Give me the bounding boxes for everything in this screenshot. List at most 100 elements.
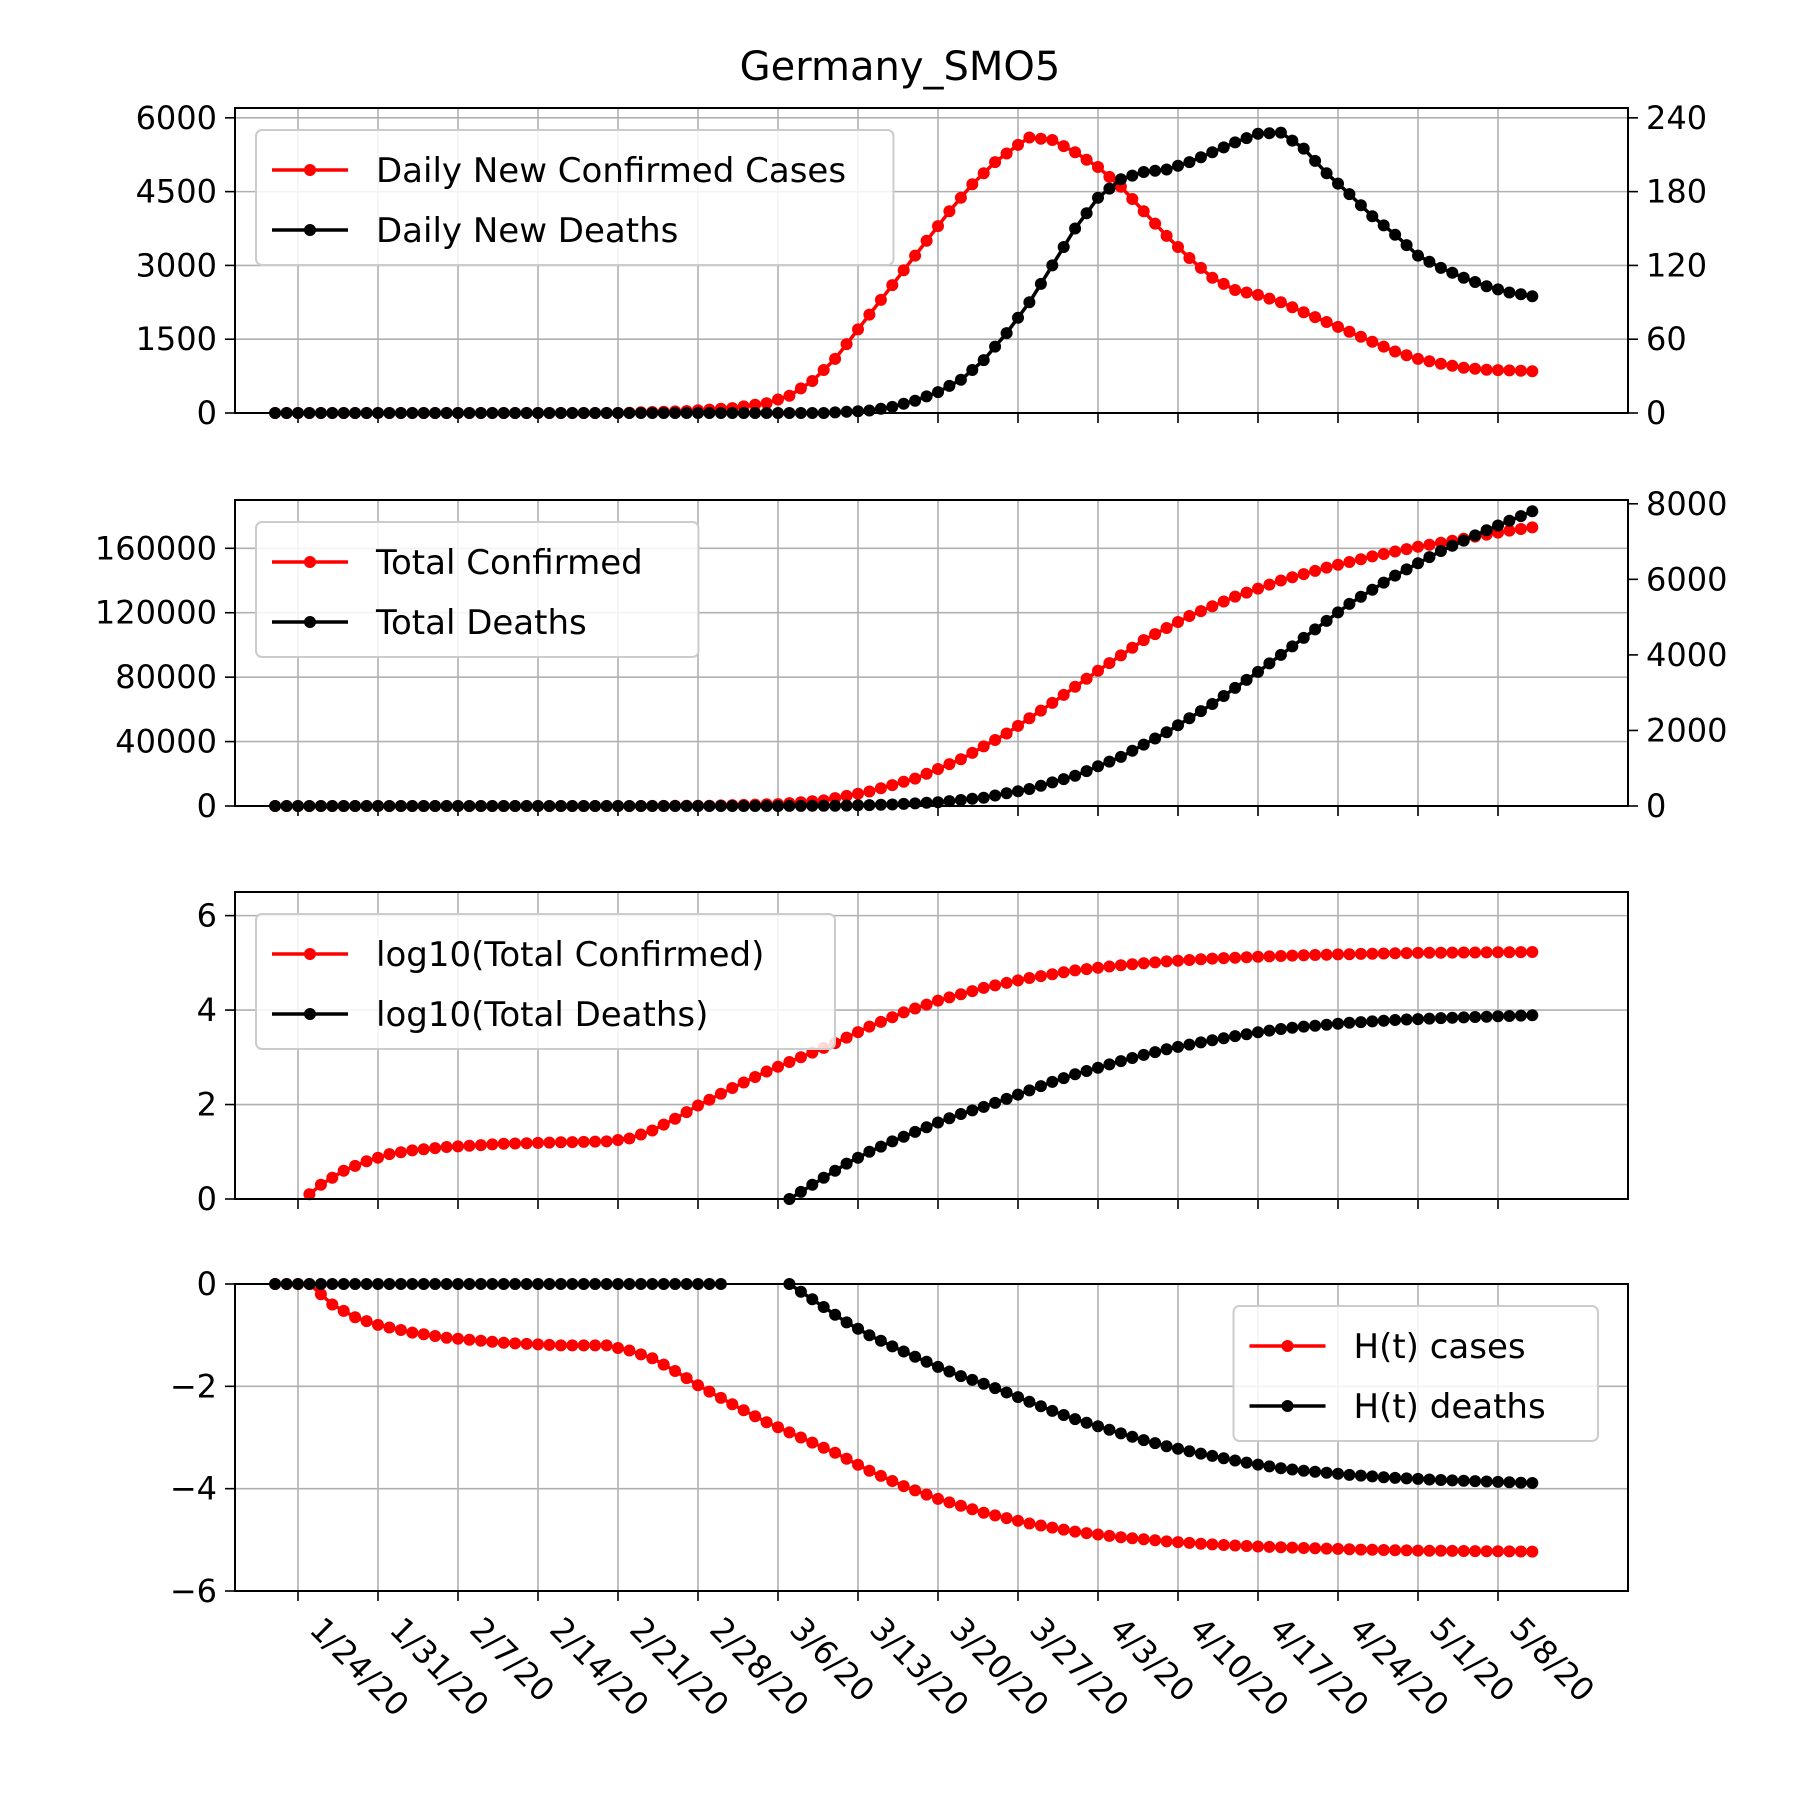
data-point	[360, 1155, 373, 1168]
panel-entropy: 0 −2 −4 −6 H(t) cases H(t) deaths	[170, 1265, 1629, 1610]
data-point	[909, 1002, 922, 1015]
data-point	[1354, 1543, 1367, 1556]
data-point	[1434, 1012, 1447, 1025]
data-point	[634, 1128, 647, 1141]
data-point	[897, 797, 910, 810]
data-point	[589, 1135, 602, 1148]
data-point	[1092, 191, 1104, 204]
data-point	[806, 375, 819, 387]
data-point	[909, 249, 922, 262]
data-point	[1057, 140, 1070, 153]
series-log10-total-confirmed-	[303, 946, 1539, 1201]
y-tick-label: 160000	[95, 529, 217, 567]
data-point	[1366, 1470, 1379, 1483]
data-point	[760, 1416, 773, 1429]
data-point	[1332, 606, 1344, 619]
data-point	[749, 1410, 762, 1423]
data-point	[932, 1360, 944, 1373]
legend-label: H(t) deaths	[1354, 1387, 1546, 1427]
data-point	[1469, 276, 1482, 288]
y-tick-label: 6000	[136, 99, 217, 137]
data-point	[1434, 536, 1447, 549]
data-point	[1286, 949, 1299, 962]
data-point	[1377, 1014, 1390, 1027]
y-tick-label: −2	[170, 1367, 217, 1405]
right-y-tick-label: 4000	[1646, 636, 1727, 674]
legend-marker	[304, 224, 316, 236]
data-point	[474, 1139, 487, 1152]
data-point	[1343, 1543, 1356, 1556]
right-y-tick-label: 60	[1646, 320, 1687, 358]
data-point	[1366, 335, 1379, 348]
data-point	[1274, 648, 1287, 661]
data-point	[1354, 947, 1367, 960]
data-point	[817, 1301, 830, 1313]
data-point	[737, 1076, 750, 1089]
data-point	[829, 1164, 842, 1177]
data-point	[852, 1151, 864, 1164]
right-y-tick-label: 8000	[1646, 485, 1727, 523]
data-point	[1480, 1475, 1493, 1488]
data-point	[1160, 229, 1173, 242]
data-point	[1274, 950, 1287, 962]
data-point	[1297, 1464, 1310, 1477]
data-point	[1217, 1032, 1230, 1045]
y-tick-label: 3000	[136, 246, 217, 284]
data-point	[1046, 776, 1059, 789]
data-point	[1092, 760, 1104, 773]
y-tick-label: 4500	[136, 173, 217, 211]
data-point	[1320, 1542, 1333, 1555]
data-point	[1103, 657, 1116, 670]
legend-marker	[304, 1008, 316, 1020]
data-point	[714, 1087, 727, 1100]
data-point	[497, 1336, 510, 1349]
data-point	[1457, 1545, 1470, 1557]
data-point	[1183, 1038, 1196, 1051]
data-point	[1217, 690, 1230, 702]
data-point	[1217, 595, 1230, 608]
data-point	[1194, 705, 1207, 718]
data-point	[829, 1308, 842, 1321]
data-point	[1469, 362, 1482, 375]
data-point	[1023, 296, 1036, 309]
data-point	[1354, 330, 1367, 343]
data-point	[989, 734, 1002, 746]
data-point	[1183, 954, 1196, 966]
data-point	[1194, 605, 1207, 618]
series-h-t-cases	[269, 1278, 1539, 1558]
plot-frame	[234, 499, 1629, 807]
data-point	[1183, 252, 1196, 264]
data-point	[1183, 1445, 1196, 1458]
data-point	[657, 1118, 670, 1131]
data-point	[1172, 719, 1184, 732]
data-point	[1343, 948, 1356, 961]
data-point	[1492, 1545, 1504, 1558]
data-point	[1263, 657, 1276, 670]
data-point	[1514, 1545, 1527, 1558]
data-point	[1480, 524, 1493, 537]
data-point	[794, 1051, 807, 1064]
data-point	[1092, 1528, 1104, 1541]
data-point	[1434, 357, 1447, 370]
data-point	[920, 1488, 933, 1501]
data-point	[326, 1171, 339, 1184]
chart-title: Germany_SMO5	[740, 44, 1061, 90]
data-point	[886, 1135, 899, 1148]
data-point	[1229, 284, 1242, 296]
data-point	[1492, 946, 1504, 959]
data-point	[1229, 1454, 1242, 1467]
data-point	[1103, 1529, 1116, 1542]
data-point	[1206, 952, 1219, 965]
data-point	[1160, 622, 1173, 634]
data-point	[1183, 712, 1196, 725]
data-point	[1434, 1544, 1447, 1557]
y-tick-label: 0	[197, 1265, 217, 1303]
data-point	[1229, 951, 1242, 964]
legend-marker	[304, 556, 316, 568]
data-point	[1114, 959, 1127, 972]
data-point	[920, 1355, 933, 1368]
data-point	[897, 1130, 910, 1143]
data-point	[1320, 167, 1333, 180]
data-point	[1126, 1052, 1139, 1064]
data-point	[1389, 947, 1402, 960]
